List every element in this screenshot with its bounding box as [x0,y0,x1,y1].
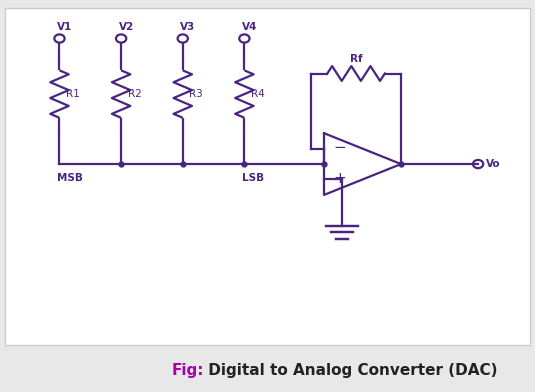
Text: LSB: LSB [242,173,264,183]
Text: V1: V1 [57,22,72,31]
Text: Fig:: Fig: [171,363,204,378]
Text: V2: V2 [119,22,134,31]
Text: Digital to Analog Converter (DAC): Digital to Analog Converter (DAC) [203,363,498,378]
Text: R2: R2 [128,89,142,99]
Text: R4: R4 [251,89,265,99]
Text: MSB: MSB [57,173,83,183]
Text: Vo: Vo [486,159,500,169]
Text: Rf: Rf [350,54,362,64]
Text: V3: V3 [180,22,195,31]
Text: R3: R3 [189,89,203,99]
Text: V4: V4 [242,22,257,31]
Text: +: + [333,171,346,186]
Text: −: − [333,140,346,155]
Text: R1: R1 [66,89,80,99]
